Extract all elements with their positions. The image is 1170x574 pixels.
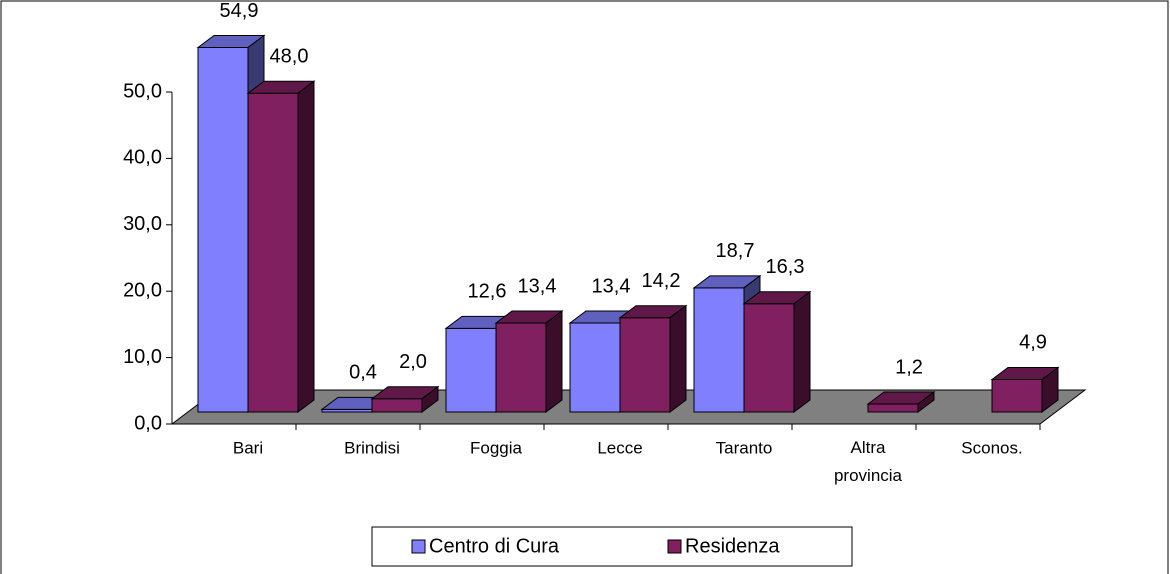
y-tick-label: 10,0 [123,346,162,368]
value-label: 13,4 [592,275,631,297]
bar-front [867,403,919,413]
value-label: 1,2 [895,356,923,378]
bar-front [247,92,299,413]
bar [990,366,1060,413]
bar [618,304,688,413]
legend-swatch [667,539,682,554]
value-label: 12,6 [468,281,507,303]
y-tick-label: 30,0 [123,213,162,235]
value-label: 48,0 [270,46,309,68]
bar-front [991,378,1043,413]
x-tick-label-line: provincia [834,466,903,485]
value-label: 16,3 [766,256,805,278]
y-tick-label: 40,0 [123,147,162,169]
x-tick-label: Bari [233,438,263,457]
legend-swatch [411,539,426,554]
x-tick-label: Altra provincia [834,438,903,485]
y-tick-label: 20,0 [123,279,162,301]
bar-front [495,322,547,413]
x-tick-label: Sconos. [961,438,1022,457]
value-label: 2,0 [399,351,427,373]
legend [371,526,853,567]
y-tick-label: 0,0 [134,412,162,434]
legend-label: Centro di Cura [429,535,560,557]
bar-side [1041,366,1059,413]
bar [866,391,936,413]
value-label: 0,4 [349,362,377,384]
y-tick-label: 50,0 [123,80,162,102]
value-label: 14,2 [642,270,681,292]
bar [742,290,812,413]
bar-side [669,304,687,413]
bar [370,385,440,413]
value-label: 4,9 [1019,332,1047,354]
bar-front [569,322,621,413]
x-tick-label-line: Altra [851,438,887,457]
bar-front [445,327,497,413]
bar-side [917,391,935,413]
bar [494,310,564,413]
bar-front [693,287,745,413]
value-label: 18,7 [716,240,755,262]
x-tick-label: Lecce [597,438,642,457]
bar [246,80,316,413]
x-tick-label: Brindisi [344,438,400,457]
bar-front [619,317,671,413]
bar-front [197,46,249,413]
x-tick-label: Foggia [470,438,523,457]
bar-side [793,290,811,413]
bar-side [297,80,315,413]
bar-side [545,310,563,413]
x-tick-label: Taranto [716,438,773,457]
bar-front [371,398,423,413]
value-label: 13,4 [518,275,557,297]
value-label: 54,9 [220,0,259,22]
bar-side [421,385,439,413]
bar-front [743,303,795,413]
legend-label: Residenza [685,535,780,557]
